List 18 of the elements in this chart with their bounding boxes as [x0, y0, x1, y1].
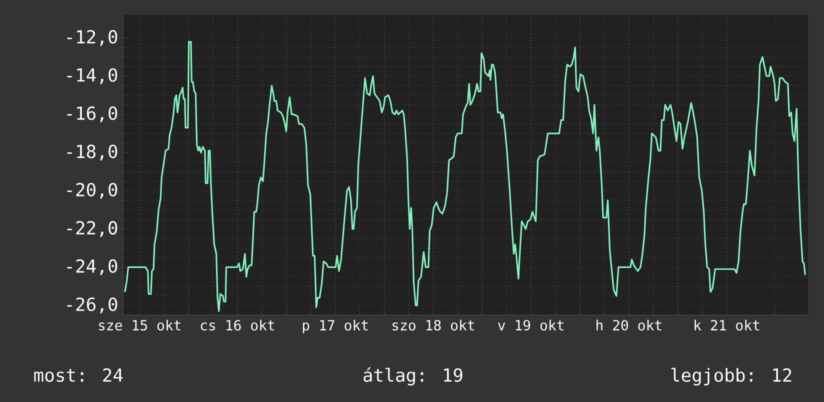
y-tick-label: -26,0: [67, 297, 118, 314]
text: átlag: 19: [364, 367, 462, 386]
y-tick-label: -16,0: [67, 106, 118, 122]
y-tick-label: -22,0: [67, 221, 118, 237]
x-tick-label: sze 15 okt: [98, 320, 180, 331]
text: legjobb: 12: [671, 368, 792, 386]
y-tick-label: -20,0: [67, 182, 118, 199]
text: most: 24: [34, 368, 123, 382]
x-tick-label: v 19 okt: [498, 320, 564, 331]
x-tick-label: cs 16 okt: [200, 320, 274, 331]
y-tick-label: -18,0: [67, 144, 118, 161]
x-tick-label: szo 18 okt: [392, 320, 474, 331]
y-tick-label: -12,0: [67, 30, 118, 46]
y-tick-label: -14,0: [67, 68, 118, 84]
x-tick-label: p 17 okt: [302, 320, 368, 334]
y-tick-label: -24,0: [67, 259, 118, 276]
x-tick-label: h 20 okt: [596, 320, 662, 331]
x-tick-label: k 21 okt: [694, 320, 760, 331]
